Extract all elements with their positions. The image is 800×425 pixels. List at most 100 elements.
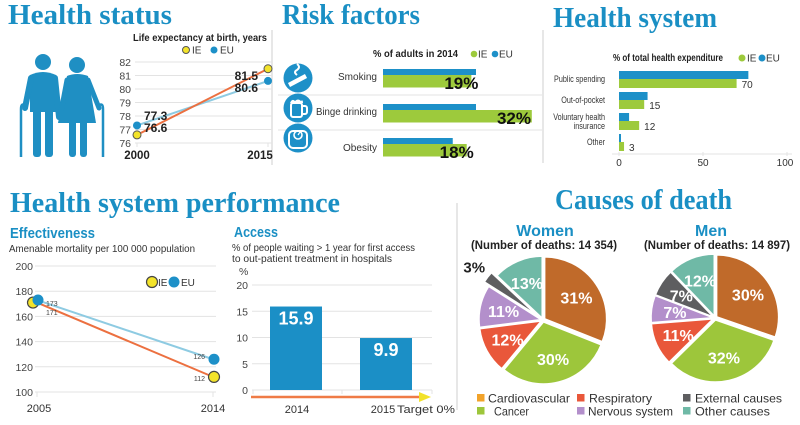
legend-swatch [683,394,691,402]
value-label: 32% [497,109,531,128]
bar-eu [383,69,476,75]
legend-item-respiratory: Respiratory [577,392,652,406]
legend-swatch-eu [491,50,499,58]
man-arm-shape [52,75,62,120]
access-subtitle-line: % of people waiting > 1 year for first a… [232,242,415,254]
woman-head-shape [69,57,85,73]
target-arrowhead [419,392,431,402]
y-tick-label: 10 [236,333,248,345]
bar-2014 [270,306,322,390]
y-tick-label: 5 [242,359,248,371]
bar-2015 [360,338,412,390]
legend-label: Respiratory [589,392,652,406]
bar-ie [619,100,645,109]
pie-title: Men [695,223,727,240]
legend-label-ie: IE [192,46,202,57]
woman-leg-shape [80,120,87,157]
legend-label: External causes [695,392,782,406]
bar-ie [619,79,737,88]
section-title-risk-factors: Risk factors [282,0,420,31]
icon-background [283,93,313,123]
risk-factors-chart: Smoking 19% Binge drinking 32% Obesity 18% % o… [278,48,542,162]
legend-swatch [477,407,485,415]
ie-series-line [136,67,269,136]
data-label: 81.5 [235,69,259,83]
legend-item-external-causes: External causes [683,392,782,406]
legend-label-ie: IE [478,50,488,61]
category-label: Smoking [338,71,377,83]
section-title-health-status: Health status [8,0,172,31]
y-tick-label: 140 [15,337,33,349]
value-label: 18% [440,143,474,162]
chart-title: % of total health expenditure [613,52,723,64]
section-title-causes-of-death: Causes of death [555,185,732,216]
y-tick-label: 77 [119,125,131,137]
legend-label: Cardiovascular [488,392,570,406]
legend-item-cancer: Cancer [477,405,529,419]
pie-value-label: 13% [511,276,543,293]
data-label: 80.6 [235,81,259,95]
bar-ie [383,144,467,157]
legend-swatch-eu [210,46,218,54]
woman-leg-shape [69,120,76,157]
x-tick-label: 0 [616,158,622,169]
data-label: 77.3 [144,109,168,123]
data-label: 173 [46,301,58,308]
bar-ie [619,121,640,130]
legend-label: Other causes [695,405,770,419]
legend-swatch-ie [470,50,478,58]
value-label: 3 [629,143,635,154]
value-label: 70 [742,80,754,91]
legend-swatch-ie [145,275,159,289]
effectiveness-subtitle: Amenable mortality per 100 000 populatio… [9,243,195,255]
elderly-couple-icon [19,54,105,157]
legend-swatch [577,394,585,402]
value-label: 9.9 [373,340,398,360]
access-y-unit-label: % [239,266,248,278]
health-expenditure-chart: 0 50 100 70 15 12 3 % of total health expenditu… [612,52,794,169]
pie-value-label: 11% [488,304,519,321]
eu-data-point [264,76,272,85]
smoke-shape [294,63,300,76]
section-title-health-system: Health system [553,3,717,34]
y-tick-label: 82 [119,57,131,69]
legend-label-ie: IE [747,54,757,65]
x-tick-label: 2015 [247,150,273,162]
pie-value-label: 11% [663,328,694,345]
ie-data-point [132,130,142,140]
legend-item-cardiovascular: Cardiovascular [477,392,570,406]
pie-slice-cancer [670,319,775,383]
legend-swatch [477,394,485,402]
ie-series-line [36,301,214,378]
effectiveness-heading: Effectiveness [10,225,95,242]
value-label: 15.9 [278,309,313,329]
y-tick-label: 78 [119,111,131,123]
value-label: 15 [649,101,661,112]
legend-swatch-eu [758,54,766,62]
pie-value-label: 7% [670,289,693,306]
legend-item-other-causes: Other causes [683,405,770,419]
x-tick-label: 2000 [124,150,150,162]
x-tick-label: 2015 [371,404,395,416]
weighing-scale-icon [283,123,313,153]
y-tick-label: 100 [15,387,33,399]
chart-title: Life expectancy at birth, years [133,32,267,44]
pie-slice-other-causes [670,253,716,319]
legend-swatch-ie [182,46,190,54]
mug-handle-shape [302,105,308,115]
legend-label-eu: EU [181,278,195,289]
access-heading: Access [234,224,278,241]
scale-needle-shape [297,131,301,136]
amenable-mortality-chart: 100 120 140 160 180 200 2005 2014 171 112 173 126 IE… [15,261,225,415]
pie-value-label: 30% [537,352,569,369]
pie-slice-respiratory [478,319,544,370]
x-tick-label: 2014 [285,404,309,416]
woman-cane-shape [97,103,105,157]
y-tick-label: 15 [236,306,248,318]
y-tick-label: 76 [119,138,131,150]
legend-label-eu: EU [220,46,234,57]
legend-label: Cancer [494,405,529,419]
target-label: Target 0% [397,404,455,416]
